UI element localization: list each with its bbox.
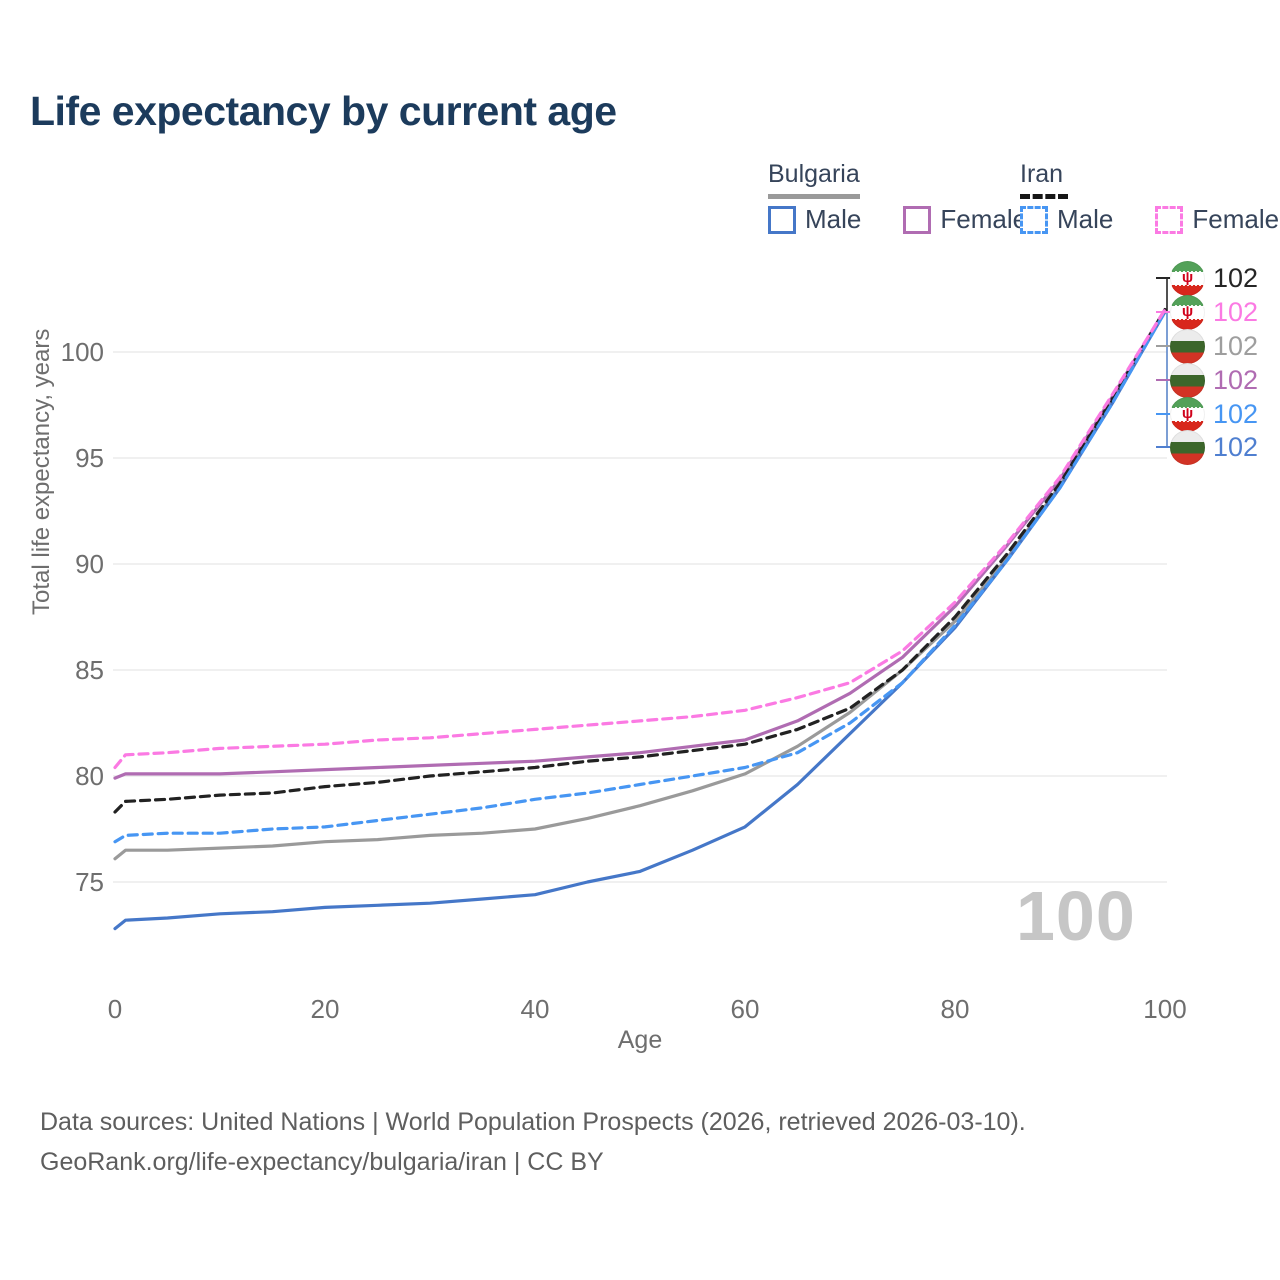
iran-flag-icon: ψ: [1170, 294, 1205, 330]
y-axis-title: Total life expectancy, years: [28, 328, 55, 615]
series-line-bulgaria-female: [113, 308, 1167, 780]
attribution-link-text[interactable]: GeoRank.org/life-expectancy/bulgaria/ira…: [40, 1148, 604, 1176]
endpoint-value-iran-male: 102: [1213, 398, 1259, 429]
legend-swatch-bulgaria-male[interactable]: [768, 205, 796, 234]
endpoint-label-iran-male: ψ 102: [1170, 396, 1258, 432]
y-tick-label-85: 85: [75, 655, 104, 685]
endpoint-label-iran-female: ψ 102: [1170, 294, 1258, 330]
legend-row-bulgaria: Male Female: [768, 204, 1027, 235]
iran-emblem-icon: ψ: [1181, 404, 1194, 422]
legend-group-bulgaria: Bulgaria: [768, 160, 860, 199]
legend-swatch-bulgaria-female[interactable]: [903, 205, 932, 234]
y-tick-label-90: 90: [75, 549, 104, 579]
endpoint-value-iran-female: 102: [1213, 296, 1259, 327]
x-tick-label-0: 0: [108, 994, 122, 1024]
bulgaria-flag-icon: [1170, 429, 1205, 465]
series-line-iran-both: [113, 308, 1167, 814]
x-tick-label-40: 40: [521, 994, 550, 1024]
endpoint-label-bulgaria-female: 102: [1170, 362, 1258, 398]
iran-flag-icon: ψ: [1170, 396, 1205, 432]
legend-bulgaria-title[interactable]: Bulgaria: [768, 160, 860, 188]
y-tick-label-80: 80: [75, 761, 104, 791]
legend-iran-line-sample: [1020, 194, 1068, 199]
iran-flag-icon: ψ: [1170, 260, 1205, 296]
legend-swatch-iran-male[interactable]: [1020, 205, 1048, 234]
endpoint-value-bulgaria-male: 102: [1213, 431, 1259, 462]
endpoint-label-bulgaria-male: 102: [1170, 429, 1258, 465]
watermark-age-value: 100: [1016, 877, 1136, 955]
legend-swatch-iran-female[interactable]: [1155, 205, 1184, 234]
series-line-bulgaria-both: [113, 310, 1167, 861]
legend-row-iran: Male Female: [1020, 204, 1279, 235]
iran-emblem-icon: ψ: [1181, 268, 1194, 286]
bulgaria-flag-icon: [1170, 328, 1205, 364]
legend-bulgaria-line-sample: [768, 194, 860, 199]
legend-label-bulgaria-male[interactable]: Male: [805, 204, 862, 234]
x-tick-label-80: 80: [941, 994, 970, 1024]
bulgaria-flag-icon: [1170, 362, 1205, 398]
endpoint-label-iran-both: ψ 102: [1170, 260, 1258, 296]
y-tick-label-100: 100: [61, 337, 104, 367]
legend-iran-title[interactable]: Iran: [1020, 160, 1064, 188]
x-tick-label-20: 20: [311, 994, 340, 1024]
endpoint-value-iran-both: 102: [1213, 262, 1259, 293]
page-title: Life expectancy by current age: [30, 88, 617, 134]
legend-label-bulgaria-female[interactable]: Female: [940, 204, 1028, 234]
series-line-iran-female: [113, 308, 1167, 770]
iran-emblem-icon: ψ: [1181, 302, 1194, 320]
series-line-iran-male: [113, 310, 1167, 844]
series-line-bulgaria-male: [113, 310, 1167, 931]
legend-group-iran: Iran: [1020, 160, 1068, 199]
x-tick-label-60: 60: [731, 994, 760, 1024]
endpoint-label-bulgaria-both: 102: [1170, 328, 1258, 364]
legend-label-iran-male[interactable]: Male: [1057, 204, 1114, 234]
y-tick-label-75: 75: [75, 867, 104, 897]
x-tick-label-100: 100: [1143, 994, 1186, 1024]
data-sources-text: Data sources: United Nations | World Pop…: [40, 1108, 1026, 1136]
endpoint-value-bulgaria-both: 102: [1213, 330, 1259, 361]
x-axis-title: Age: [617, 1026, 663, 1054]
endpoint-value-bulgaria-female: 102: [1213, 364, 1259, 395]
legend-label-iran-female[interactable]: Female: [1192, 204, 1280, 234]
y-tick-label-95: 95: [75, 443, 104, 473]
